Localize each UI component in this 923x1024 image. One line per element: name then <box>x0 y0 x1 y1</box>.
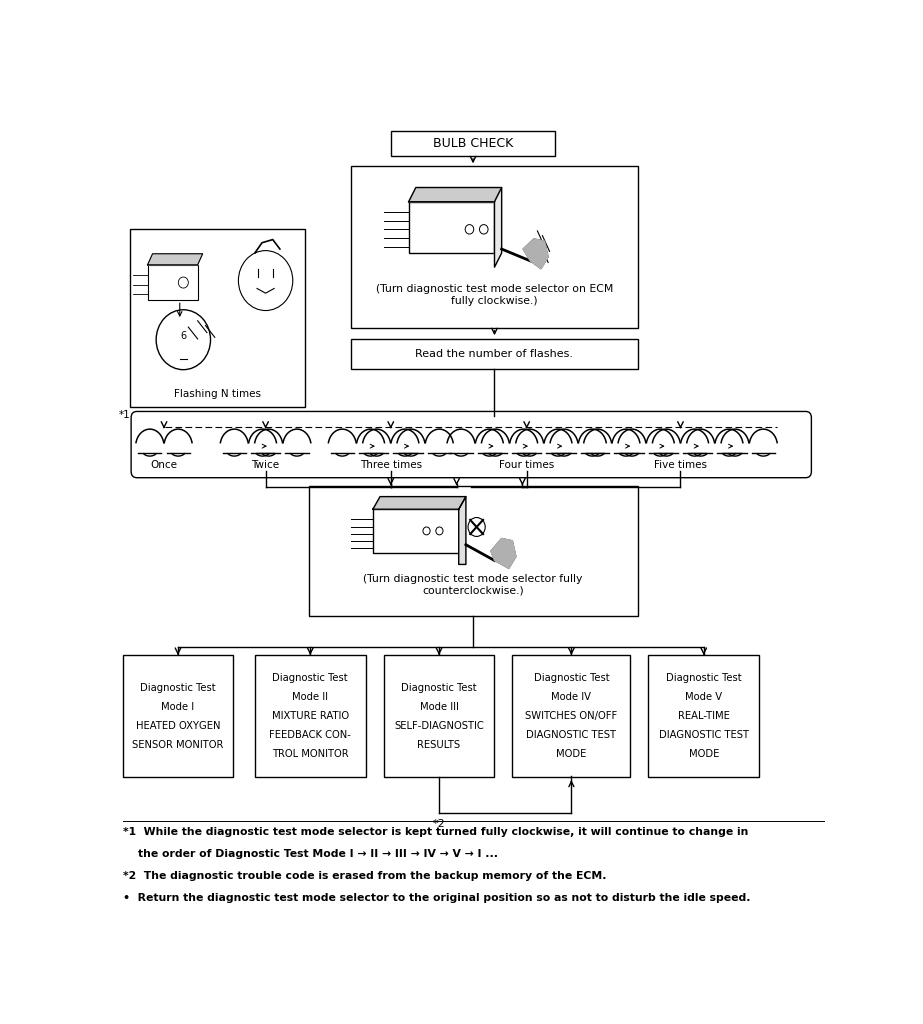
Text: *2: *2 <box>433 819 446 829</box>
Text: 6: 6 <box>180 331 186 341</box>
Text: Three times: Three times <box>360 460 422 470</box>
Text: Once: Once <box>150 460 177 470</box>
Text: MODE: MODE <box>689 750 719 759</box>
FancyBboxPatch shape <box>131 412 811 477</box>
Text: FEEDBACK CON-: FEEDBACK CON- <box>270 730 352 740</box>
FancyBboxPatch shape <box>123 655 234 777</box>
Text: Mode IV: Mode IV <box>551 692 592 702</box>
FancyBboxPatch shape <box>129 229 305 407</box>
Polygon shape <box>148 254 203 265</box>
Polygon shape <box>491 539 516 568</box>
Circle shape <box>479 224 488 234</box>
Circle shape <box>423 527 430 535</box>
FancyBboxPatch shape <box>255 655 366 777</box>
Text: the order of Diagnostic Test Mode I → II → III → IV → V → I ...: the order of Diagnostic Test Mode I → II… <box>123 849 497 859</box>
FancyBboxPatch shape <box>512 655 630 777</box>
Text: (Turn diagnostic test mode selector fully
counterclockwise.): (Turn diagnostic test mode selector full… <box>364 574 582 596</box>
Polygon shape <box>495 187 502 267</box>
Text: •  Return the diagnostic test mode selector to the original position so as not t: • Return the diagnostic test mode select… <box>123 893 750 903</box>
Text: Diagnostic Test: Diagnostic Test <box>665 674 741 683</box>
Text: *2  The diagnostic trouble code is erased from the backup memory of the ECM.: *2 The diagnostic trouble code is erased… <box>123 871 606 881</box>
FancyBboxPatch shape <box>352 339 638 369</box>
Text: SWITCHES ON/OFF: SWITCHES ON/OFF <box>525 712 617 721</box>
Text: MODE: MODE <box>557 750 587 759</box>
Text: SELF-DIAGNOSTIC: SELF-DIAGNOSTIC <box>394 721 484 731</box>
Text: *1  While the diagnostic test mode selector is kept turned fully clockwise, it w: *1 While the diagnostic test mode select… <box>123 827 748 837</box>
Text: TROL MONITOR: TROL MONITOR <box>272 750 349 759</box>
Polygon shape <box>459 497 466 564</box>
FancyBboxPatch shape <box>390 131 556 156</box>
Text: Flashing N times: Flashing N times <box>174 389 261 398</box>
FancyBboxPatch shape <box>352 166 638 328</box>
Text: Four times: Four times <box>499 460 555 470</box>
Text: Twice: Twice <box>252 460 280 470</box>
Polygon shape <box>409 187 502 202</box>
Circle shape <box>156 309 210 370</box>
FancyBboxPatch shape <box>148 265 198 300</box>
FancyBboxPatch shape <box>409 202 495 253</box>
Text: Mode V: Mode V <box>685 692 723 702</box>
Circle shape <box>238 251 293 310</box>
Text: Diagnostic Test: Diagnostic Test <box>402 683 477 693</box>
Text: *1: *1 <box>119 411 131 421</box>
Text: HEATED OXYGEN: HEATED OXYGEN <box>136 721 221 731</box>
Text: Five times: Five times <box>654 460 707 470</box>
Text: Mode II: Mode II <box>293 692 329 702</box>
Text: Diagnostic Test: Diagnostic Test <box>272 674 348 683</box>
Text: Mode I: Mode I <box>162 701 195 712</box>
Circle shape <box>178 278 188 288</box>
FancyBboxPatch shape <box>384 655 495 777</box>
Text: REAL-TIME: REAL-TIME <box>677 712 730 721</box>
Text: Diagnostic Test: Diagnostic Test <box>533 674 609 683</box>
FancyBboxPatch shape <box>648 655 759 777</box>
Text: BULB CHECK: BULB CHECK <box>433 137 513 150</box>
Text: DIAGNOSTIC TEST: DIAGNOSTIC TEST <box>526 730 617 740</box>
Polygon shape <box>373 497 466 509</box>
Text: DIAGNOSTIC TEST: DIAGNOSTIC TEST <box>659 730 749 740</box>
Text: SENSOR MONITOR: SENSOR MONITOR <box>132 739 223 750</box>
Polygon shape <box>523 239 548 268</box>
FancyBboxPatch shape <box>308 485 638 615</box>
Circle shape <box>436 527 443 535</box>
Text: (Turn diagnostic test mode selector on ECM
fully clockwise.): (Turn diagnostic test mode selector on E… <box>376 285 613 306</box>
FancyBboxPatch shape <box>373 509 459 553</box>
Text: Diagnostic Test: Diagnostic Test <box>140 683 216 693</box>
Text: MIXTURE RATIO: MIXTURE RATIO <box>271 712 349 721</box>
Circle shape <box>468 517 485 537</box>
Text: RESULTS: RESULTS <box>417 739 461 750</box>
Text: Read the number of flashes.: Read the number of flashes. <box>415 349 573 358</box>
Circle shape <box>465 224 473 234</box>
Text: Mode III: Mode III <box>420 701 459 712</box>
